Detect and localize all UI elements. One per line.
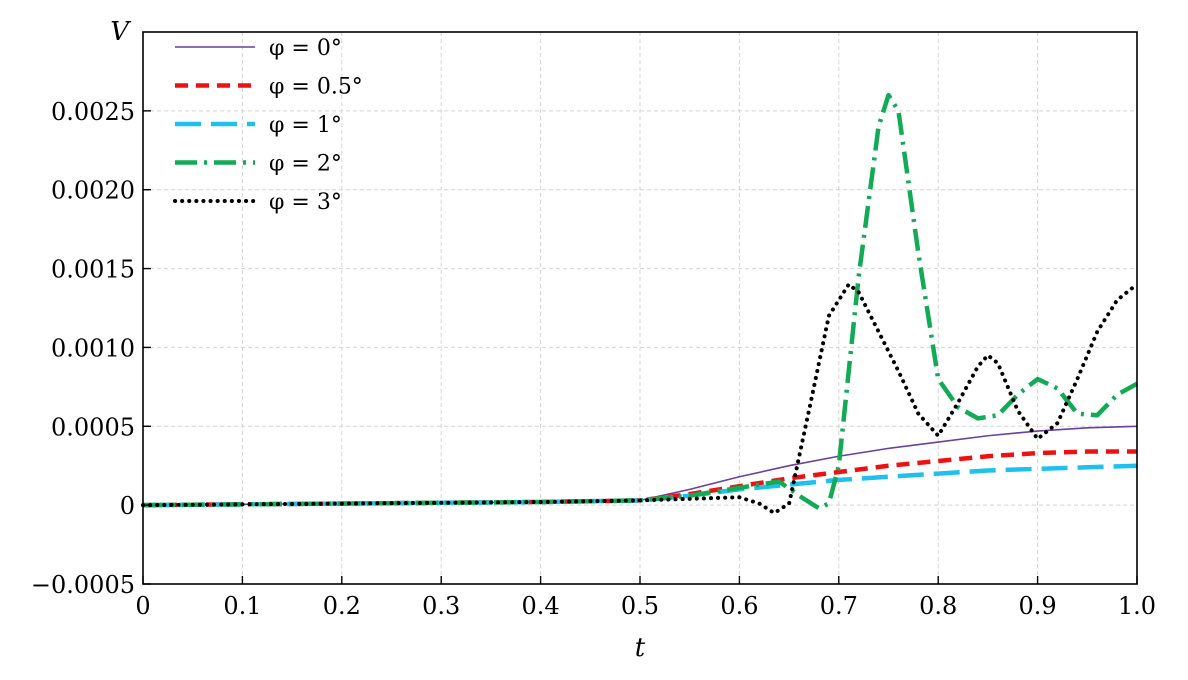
legend-label-1: φ = 0.5° <box>269 75 363 100</box>
legend: φ = 0° φ = 0.5° φ = 1° φ = 2° φ = 3° <box>173 36 363 215</box>
legend-label-2: φ = 1° <box>269 113 342 138</box>
x-tick-label: 0.2 <box>323 592 361 620</box>
x-tick-label: 0.1 <box>223 592 261 620</box>
x-tick-label: 0.3 <box>422 592 460 620</box>
x-tick-label: 0.4 <box>522 592 560 620</box>
x-tick-label: 0.5 <box>621 592 659 620</box>
x-tick-label: 0.8 <box>919 592 957 620</box>
x-tick-label: 0.7 <box>820 592 858 620</box>
x-axis-label: t <box>635 633 646 663</box>
x-tick-label: 0.9 <box>1019 592 1057 620</box>
series-lines <box>141 92 1139 516</box>
y-tick-label: 0.0025 <box>51 98 135 126</box>
legend-label-0: φ = 0° <box>269 36 342 61</box>
y-tick-label: 0.0015 <box>51 256 135 284</box>
series-line-4 <box>141 282 1139 516</box>
axis-ticks: 0 0.1 0.2 0.3 0.4 0.5 0.6 0.7 0.8 0.9 1.0−0.000500… <box>31 98 1156 620</box>
y-tick-label: 0.0010 <box>51 334 135 362</box>
legend-label-4: φ = 3° <box>269 190 342 215</box>
x-tick-label: 0.6 <box>720 592 758 620</box>
grid <box>143 32 1137 584</box>
x-tick-label: 0 <box>135 592 150 620</box>
series-line-3 <box>142 92 1139 511</box>
y-tick-label: 0.0020 <box>51 177 135 205</box>
y-axis-label: V <box>110 17 131 47</box>
x-tick-label: 1.0 <box>1118 592 1156 620</box>
legend-label-3: φ = 2° <box>269 152 342 177</box>
y-tick-label: 0.0005 <box>51 413 135 441</box>
y-tick-label: 0 <box>120 492 135 520</box>
y-tick-label: −0.0005 <box>31 571 135 599</box>
